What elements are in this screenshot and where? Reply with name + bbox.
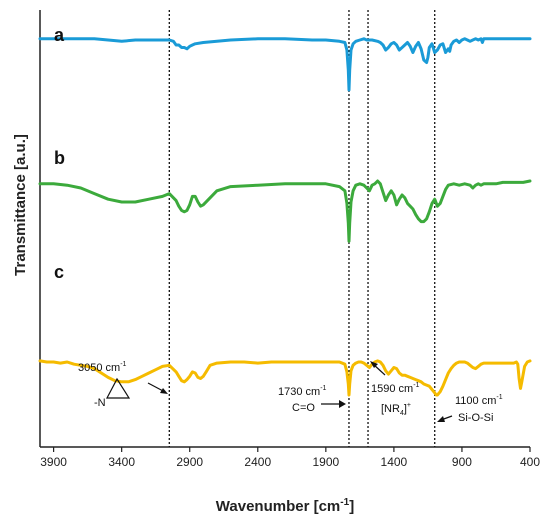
x-tick-label: 2900 bbox=[176, 455, 203, 469]
x-tick-label: 2400 bbox=[244, 455, 271, 469]
annotation-3050-label: 3050 cm-1 bbox=[78, 361, 127, 374]
x-tick-label: 1400 bbox=[381, 455, 408, 469]
annotation-1730: 1730 cm-1 C=O bbox=[278, 385, 346, 414]
x-tick-label: 900 bbox=[452, 455, 472, 469]
annotation-1730-group: C=O bbox=[292, 402, 315, 414]
annotation-3050: 3050 cm-1 -N bbox=[78, 361, 168, 409]
annotation-1590: 1590 cm-1 [NR4]+ bbox=[370, 361, 420, 417]
series-label-b: b bbox=[54, 148, 65, 168]
annotation-1100-group: Si-O-Si bbox=[458, 412, 493, 424]
annotation-1100-label: 1100 cm-1 bbox=[455, 394, 503, 407]
annotation-1730-label: 1730 cm-1 bbox=[278, 385, 327, 398]
series-line-b bbox=[38, 179, 532, 243]
x-ticks: 3900 3400 2900 2400 1900 1400 900 400 bbox=[40, 447, 540, 469]
arrowhead-icon bbox=[370, 361, 378, 368]
arrowhead-icon bbox=[160, 388, 168, 394]
reference-lines bbox=[168, 10, 436, 447]
annotation-3050-group: -N bbox=[94, 397, 106, 409]
series-label-c: c bbox=[54, 262, 64, 282]
x-tick-label: 1900 bbox=[312, 455, 339, 469]
arrowhead-icon bbox=[339, 400, 346, 408]
series-line-a bbox=[38, 37, 532, 92]
x-axis-title: Wavenumber [cm-1] bbox=[216, 497, 354, 515]
annotation-1100: 1100 cm-1 Si-O-Si bbox=[437, 394, 503, 424]
y-axis-title: Transmittance [a.u.] bbox=[12, 134, 29, 276]
x-tick-label: 3400 bbox=[108, 455, 135, 469]
annotation-1590-group: [NR4]+ bbox=[381, 402, 411, 417]
aziridine-icon bbox=[106, 377, 131, 399]
series-label-a: a bbox=[54, 25, 65, 45]
annotation-1590-label: 1590 cm-1 bbox=[371, 382, 420, 395]
x-tick-label: 400 bbox=[520, 455, 540, 469]
series-line-c bbox=[38, 359, 532, 397]
arrowhead-icon bbox=[437, 416, 445, 422]
x-tick-label: 3900 bbox=[40, 455, 67, 469]
spectra bbox=[38, 37, 532, 397]
